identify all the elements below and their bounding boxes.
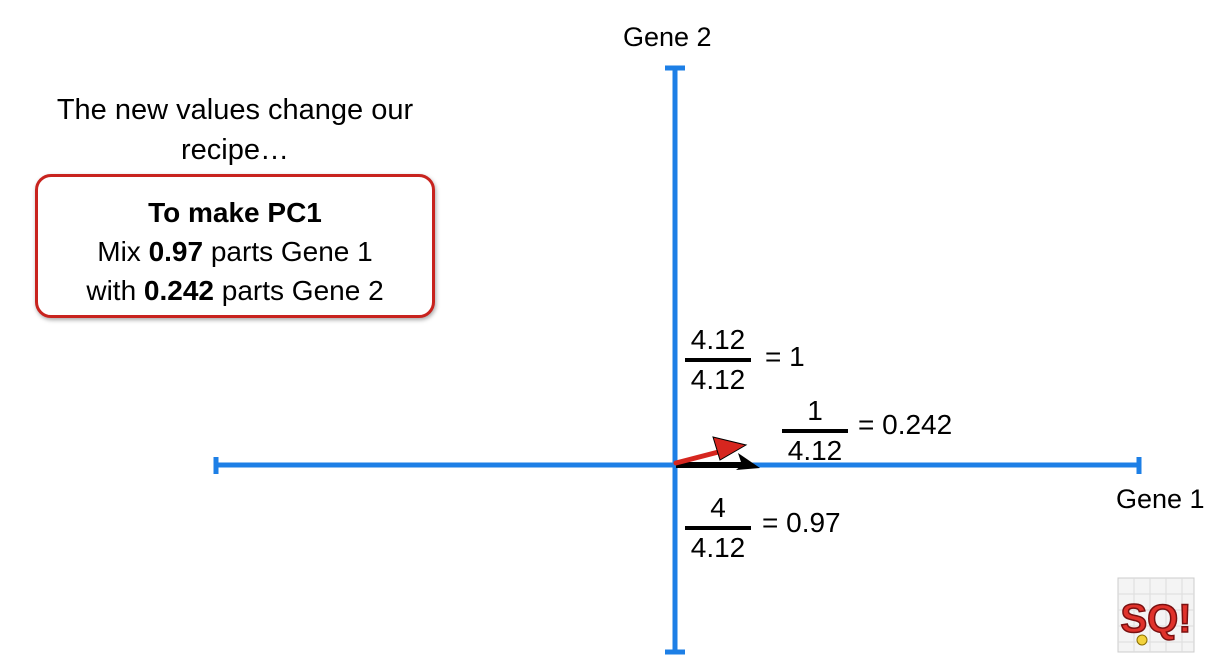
statquest-logo-icon: SQ! (1117, 577, 1195, 653)
black-vector-arrow (676, 453, 760, 470)
x-axis-label: Gene 1 (1116, 484, 1205, 514)
equation-right-denominator: 4.12 (787, 435, 843, 466)
recipe-box: To make PC1 Mix 0.97 parts Gene 1 with 0… (35, 174, 435, 318)
equation-bottom-result: = 0.97 (762, 507, 841, 538)
y-axis (665, 65, 685, 655)
recipe-title: To make PC1 (148, 197, 322, 228)
equation-top-fraction: 4.12 4.12 (685, 324, 751, 396)
equation-bottom-denominator: 4.12 (690, 532, 746, 563)
equation-bottom-numerator: 4 (710, 492, 726, 523)
equation-bottom-fraction: 4 4.12 (685, 492, 751, 564)
equation-right-numerator: 1 (807, 395, 823, 426)
fraction-bar (782, 429, 848, 433)
intro-text: The new values change our recipe… (30, 90, 440, 170)
fraction-bar (685, 358, 751, 362)
equation-top-denominator: 4.12 (690, 364, 746, 395)
intro-line-2: recipe… (181, 134, 289, 166)
red-vector-arrow (673, 436, 748, 466)
fraction-bar (685, 526, 751, 530)
equation-right-result: = 0.242 (858, 409, 953, 440)
equation-right-fraction: 1 4.12 (782, 395, 848, 467)
equation-top-result: = 1 (765, 341, 805, 372)
recipe-line-2: with 0.242 parts Gene 2 (86, 275, 384, 306)
svg-text:SQ!: SQ! (1120, 597, 1191, 641)
equation-top-numerator: 4.12 (690, 324, 746, 355)
recipe-line-1: Mix 0.97 parts Gene 1 (97, 236, 373, 267)
intro-line-1: The new values change our (56, 94, 414, 126)
y-axis-label: Gene 2 (623, 22, 712, 52)
